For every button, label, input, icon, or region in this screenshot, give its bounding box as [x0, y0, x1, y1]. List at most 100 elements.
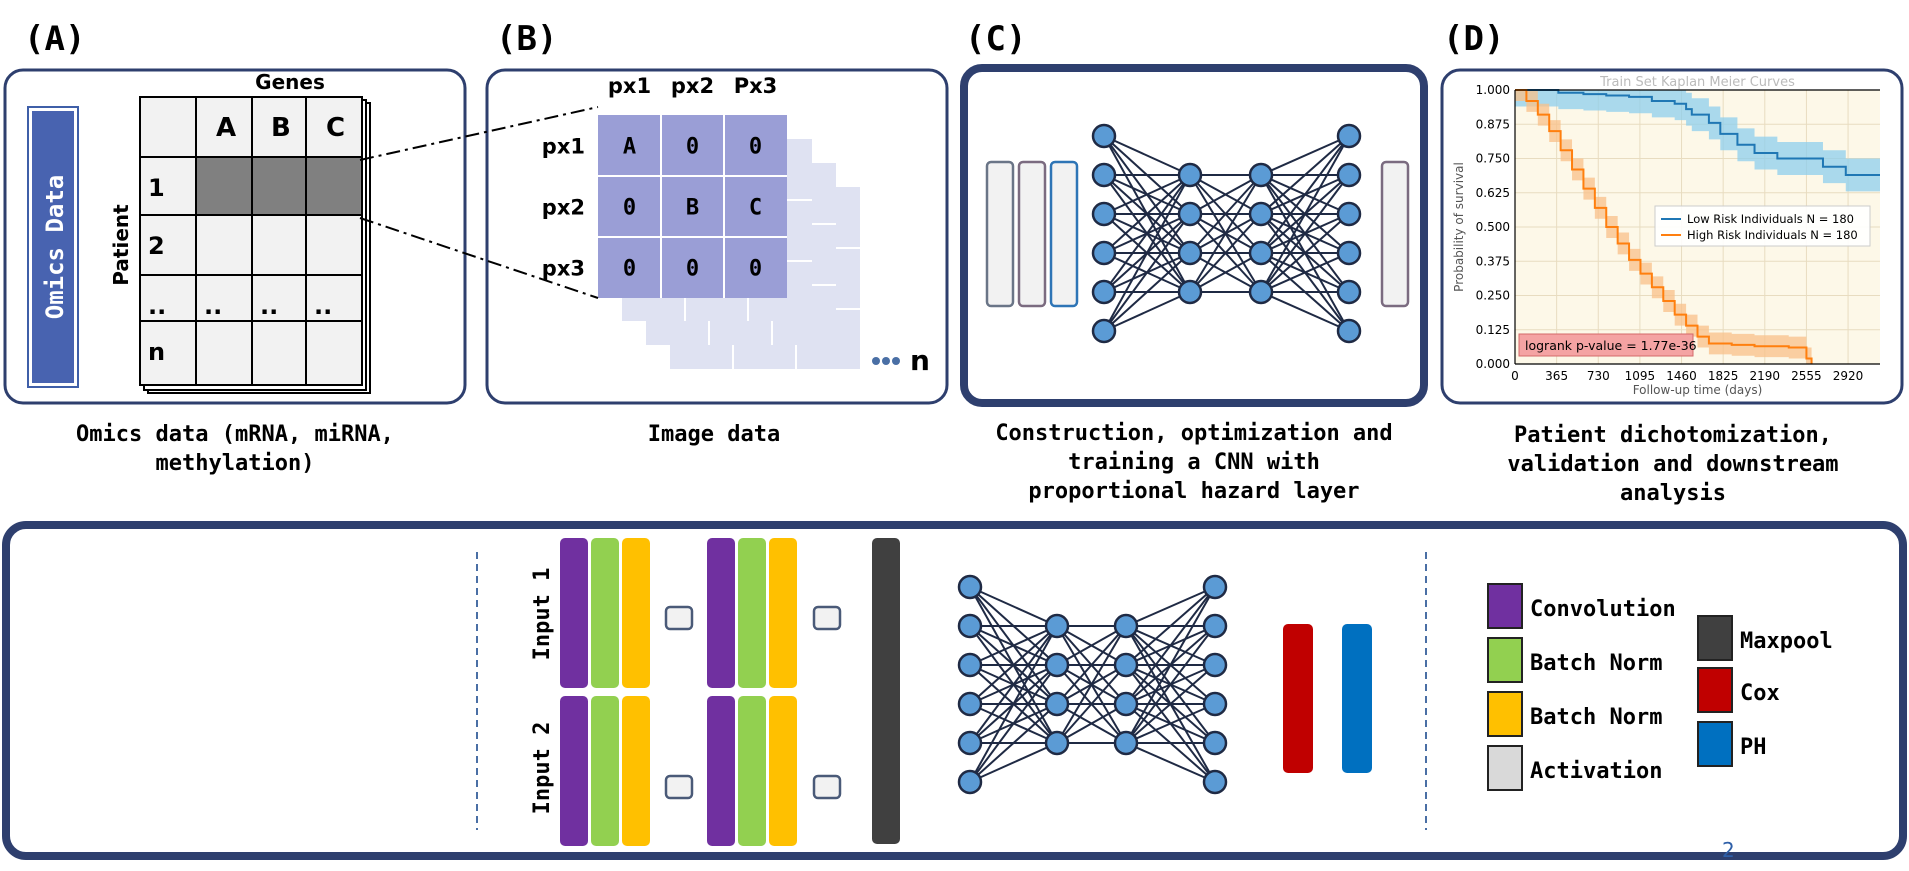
nn-edge [1125, 586, 1216, 744]
nn-node [1091, 240, 1117, 266]
nn-node [1336, 279, 1362, 305]
legend-swatch-ph [1697, 721, 1733, 767]
nn-node [1113, 613, 1139, 639]
km-y-tick: 0.500 [1476, 220, 1510, 234]
km-legend [1654, 205, 1871, 247]
image-row-header: px2 [542, 196, 585, 220]
nn-edge [969, 625, 1058, 744]
image-cell-value: 0 [686, 135, 699, 160]
omics-dots-cell: .. [314, 292, 332, 320]
panel-c-caption-2: training a CNN with [1068, 450, 1320, 475]
km-xlabel: Follow-up time (days) [1633, 383, 1763, 397]
nn-edge [1056, 664, 1127, 744]
cnn-layer-block [738, 696, 766, 846]
legend-swatch-convolution [1487, 583, 1523, 629]
image-row-header: px1 [542, 135, 585, 159]
cox-bar [1283, 624, 1313, 773]
omics-col-header: B [271, 113, 291, 143]
legend-swatch-activation [1487, 745, 1523, 791]
input-2-label: Input 2 [530, 722, 555, 815]
km-y-tick: 0.250 [1476, 289, 1510, 303]
nn-node [1248, 279, 1274, 305]
nn-edge [1189, 174, 1262, 215]
nn-node [1177, 279, 1203, 305]
km-y-tick: 1.000 [1476, 83, 1510, 97]
nn-edge [1260, 135, 1350, 293]
km-x-tick: 2190 [1750, 369, 1781, 383]
activation-block [812, 605, 842, 631]
nn-edge [969, 625, 1058, 783]
panel-d-caption-1: Patient dichotomization, [1514, 423, 1832, 448]
panel-a-caption-1: Omics data (mRNA, miRNA, [76, 422, 394, 447]
km-y-tick: 0.625 [1476, 186, 1510, 200]
legend-label-ph: PH [1740, 735, 1767, 760]
nn-edge [1103, 135, 1191, 176]
ellipsis-dot-3 [892, 357, 900, 365]
nn-node [957, 691, 983, 717]
nn-edge [1189, 174, 1262, 254]
nn-edge [1260, 174, 1350, 293]
nn-edge [969, 664, 1058, 783]
nn-node [1091, 162, 1117, 188]
cnn-blocks [560, 538, 842, 846]
nn-edge [1103, 174, 1191, 215]
nn-node [1202, 652, 1228, 678]
km-y-tick: 0.125 [1476, 323, 1510, 337]
legend-label-batchnorm-1: Batch Norm [1530, 651, 1662, 676]
image-col-header: px2 [671, 74, 714, 98]
omics-row-header: 2 [148, 232, 165, 260]
panel-a-label: (A) [24, 19, 85, 59]
nn-edge [1260, 291, 1350, 332]
panel-c-caption-1: Construction, optimization and [995, 421, 1392, 446]
patient-title: Patient [109, 204, 133, 286]
nn-edge [1260, 135, 1350, 176]
nn-edge [1260, 252, 1350, 293]
nn-node [1091, 279, 1117, 305]
activation-block [664, 774, 694, 800]
genes-title: Genes [255, 70, 325, 94]
nn-edge [1103, 174, 1191, 293]
km-y-tick: 0.000 [1476, 357, 1510, 371]
nn-edge [969, 625, 1058, 666]
activation-block [812, 774, 842, 800]
nn-node [1336, 123, 1362, 149]
input-layer-1 [985, 160, 1015, 308]
nn-node [1091, 201, 1117, 227]
nn-edge [1056, 703, 1127, 744]
omics-col-header: A [216, 113, 236, 143]
image-cell-value: 0 [623, 257, 636, 282]
km-legend-label: High Risk Individuals N = 180 [1687, 228, 1858, 242]
omics-dots-cell: .. [260, 292, 278, 320]
km-annotation: logrank p-value = 1.77e-36 [1525, 338, 1697, 353]
km-series-line [1515, 89, 1813, 364]
image-cell-value: 0 [623, 196, 636, 221]
cnn-layer-block [707, 696, 735, 846]
omics-table: A B C 1 2.. n...... [139, 96, 363, 386]
panel-d-label: (D) [1443, 19, 1504, 59]
nn-node [1177, 240, 1203, 266]
output-layer [1380, 160, 1410, 308]
nn-edge [1103, 291, 1191, 332]
km-y-tick: 0.375 [1476, 254, 1510, 268]
km-ylabel: Probability of survival [1452, 162, 1466, 292]
km-x-tick: 2555 [1791, 369, 1822, 383]
nn-node [957, 613, 983, 639]
omics-row-header: n [148, 338, 165, 366]
image-row-header: px3 [542, 257, 585, 281]
km-title: Train Set Kaplan Meier Curves [1599, 75, 1795, 90]
ellipsis-dot-2 [882, 357, 890, 365]
image-front-layer [598, 115, 787, 298]
nn-edge [1103, 213, 1191, 332]
legend-label-cox: Cox [1740, 681, 1780, 706]
nn-node [1091, 123, 1117, 149]
km-ci-band [1515, 90, 1812, 364]
omics-dots-cell: .. [204, 292, 222, 320]
legend-label-convolution: Convolution [1530, 597, 1676, 622]
km-y-tick: 0.875 [1476, 117, 1510, 131]
panel-a-frame [3, 68, 467, 405]
panel-d-caption-3: analysis [1620, 481, 1726, 506]
nn-node [1336, 240, 1362, 266]
km-x-tick: 1825 [1708, 369, 1739, 383]
panel-c-frame [960, 64, 1428, 407]
